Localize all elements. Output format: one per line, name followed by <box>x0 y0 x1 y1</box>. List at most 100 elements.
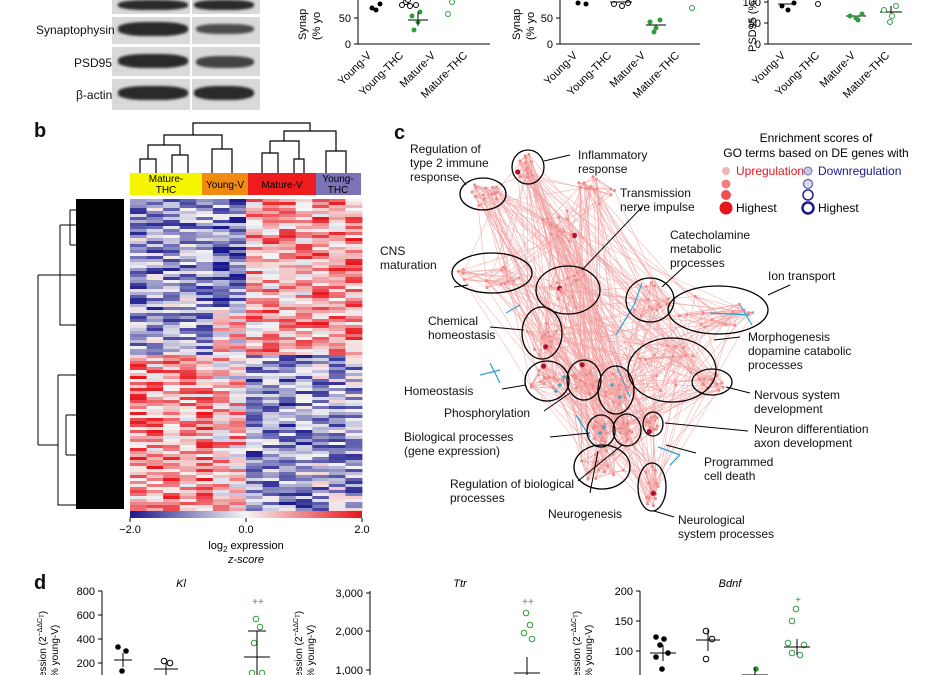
svg-text:2,000: 2,000 <box>335 626 363 638</box>
blot-band <box>118 86 188 100</box>
svg-text:Enrichment scores of: Enrichment scores of <box>760 131 873 145</box>
network-label: Transmission nerve impulse <box>620 186 695 214</box>
group-label: Young-V <box>206 180 244 191</box>
svg-text:++: ++ <box>522 597 534 608</box>
svg-text:Bdnf: Bdnf <box>719 578 743 590</box>
column-dendrogram <box>139 122 347 173</box>
network-label: CNS maturation <box>380 244 437 272</box>
colorbar-tick: −2.0 <box>119 524 141 536</box>
blot-divider <box>112 44 260 47</box>
network-label: Phosphorylation <box>444 406 530 420</box>
blot-divider <box>112 14 260 17</box>
blot-band <box>196 56 254 68</box>
network-label: Neurological system processes <box>678 513 774 541</box>
chart-a3-xlabels: Young-V Young-THC Mature-V Mature-THC <box>750 49 892 101</box>
svg-text:Ttr: Ttr <box>453 578 468 590</box>
network-label: Chemical homeostasis <box>428 314 495 342</box>
network-labels: Regulation of type 2 immune response Inflam… <box>380 142 869 541</box>
blot-band <box>118 22 188 36</box>
group-label: Young- <box>322 174 353 185</box>
network-label: Neuron differentiation axon development <box>754 422 869 450</box>
colorbar <box>130 511 362 518</box>
blot-band <box>118 54 188 68</box>
network-label: Biological processes (gene expression) <box>404 430 513 458</box>
network-nodes <box>456 152 755 508</box>
blot-band <box>194 86 254 100</box>
svg-text:400: 400 <box>77 634 95 646</box>
tick-label: 0 <box>345 39 351 51</box>
chart-a1: 50 0 Synap (% yo <box>297 0 490 51</box>
svg-text:200: 200 <box>615 586 633 598</box>
blot-label-synaptophysin: Synaptophysin <box>36 23 115 37</box>
svg-text:50: 50 <box>541 13 553 25</box>
tick-label: 50 <box>339 13 351 25</box>
group-label: THC <box>156 185 177 196</box>
svg-text:150: 150 <box>615 616 633 628</box>
panel-b-letter: b <box>34 120 47 142</box>
blot-label-psd95: PSD95 <box>74 56 113 70</box>
svg-text:600: 600 <box>77 610 95 622</box>
svg-text:% young-V): % young-V) <box>50 625 61 675</box>
svg-text:% young-V): % young-V) <box>306 625 317 675</box>
legend-upregulation: Upregulation <box>736 164 804 178</box>
label-leader-lines <box>453 154 791 518</box>
network-label: Ion transport <box>768 269 836 283</box>
blot-band <box>194 0 254 10</box>
svg-text:200: 200 <box>77 658 95 670</box>
network-label: Inflammatory response <box>578 148 647 176</box>
network-edges <box>458 154 753 506</box>
legend-highest-down: Highest <box>818 201 859 215</box>
svg-text:% young-V): % young-V) <box>584 625 595 675</box>
chart-d-kl: Kl 800 600 400 200 ession (2−ΔΔCT) % you… <box>37 578 270 675</box>
heatmap <box>130 199 363 512</box>
svg-text:3,000: 3,000 <box>335 588 363 600</box>
network-label: Programmed cell death <box>704 455 773 483</box>
svg-text:(% yo: (% yo <box>525 12 537 40</box>
svg-text:0: 0 <box>755 39 761 51</box>
colorbar-label: log2 expression <box>208 540 283 554</box>
group-bar-young-v <box>202 173 248 195</box>
colorbar-tick: 2.0 <box>354 524 369 536</box>
panel-a-charts: 50 0 Synap (% yo Young-V Young-THC Matur… <box>297 0 912 101</box>
blot-divider <box>190 0 192 110</box>
svg-text:100: 100 <box>615 646 633 658</box>
svg-text:ession (2−ΔΔCT): ession (2−ΔΔCT) <box>571 611 583 675</box>
group-bar-young-thc <box>316 173 361 195</box>
network-label: Regulation of type 2 immune response <box>410 142 489 184</box>
svg-text:50: 50 <box>749 18 761 30</box>
blot-band <box>118 0 188 10</box>
colorbar-label-2: z-score <box>227 554 264 565</box>
y-axis-label: (% yo <box>311 12 323 40</box>
panel-a: Synaptophysin PSD95 β-actin 50 0 Synap (… <box>0 0 940 115</box>
panel-c-letter: c <box>394 122 406 144</box>
legend: Enrichment scores of GO terms based on D… <box>719 131 909 215</box>
network-label: Homeostasis <box>404 384 473 398</box>
svg-text:Kl: Kl <box>176 578 186 590</box>
chart-d-ttr: Ttr 3,000 2,000 1,000 ession (2−ΔΔCT) % … <box>293 578 540 675</box>
chart-a3: 100 50 0 PSD95 PSD95 (% yo <box>743 0 912 52</box>
svg-text:PSD95 (% yo: PSD95 (% yo <box>747 0 759 52</box>
svg-text:+: + <box>795 595 801 606</box>
chart-d-bdnf: Bdnf 200 150 100 ession (2−ΔΔCT) % young… <box>571 578 810 675</box>
y-axis-label: Synap <box>297 9 309 40</box>
svg-text:++: ++ <box>252 597 264 608</box>
chart-a2-xlabels: Young-V Young-THC Mature-V Mature-THC <box>542 49 682 101</box>
group-label: Mature-V <box>261 180 302 191</box>
group-bar-mature-v <box>248 173 316 195</box>
network-label: Morphogenesis dopamine catabolic processes <box>748 330 851 372</box>
group-label: Mature- <box>149 174 183 185</box>
panel-b: Mature- THC Young-V Mature-V Young- THC … <box>37 122 370 565</box>
svg-text:Synap: Synap <box>511 9 523 40</box>
panel-c: Regulation of type 2 immune response Inflam… <box>380 131 909 541</box>
svg-text:100: 100 <box>743 0 761 9</box>
network-label: Nervous system development <box>754 388 840 416</box>
panel-d-letter: d <box>34 572 47 594</box>
svg-text:1,000: 1,000 <box>335 665 363 675</box>
blot-band <box>196 24 254 34</box>
blot-label-beta-actin: β-actin <box>76 88 113 102</box>
svg-text:ession (2−ΔΔCT): ession (2−ΔΔCT) <box>293 611 305 675</box>
group-bar-mature-thc <box>130 173 202 195</box>
network-label: Catecholamine metabolic processes <box>670 228 750 270</box>
svg-text:GO terms based on DE genes wit: GO terms based on DE genes with <box>723 146 908 160</box>
blot-divider <box>112 76 260 79</box>
